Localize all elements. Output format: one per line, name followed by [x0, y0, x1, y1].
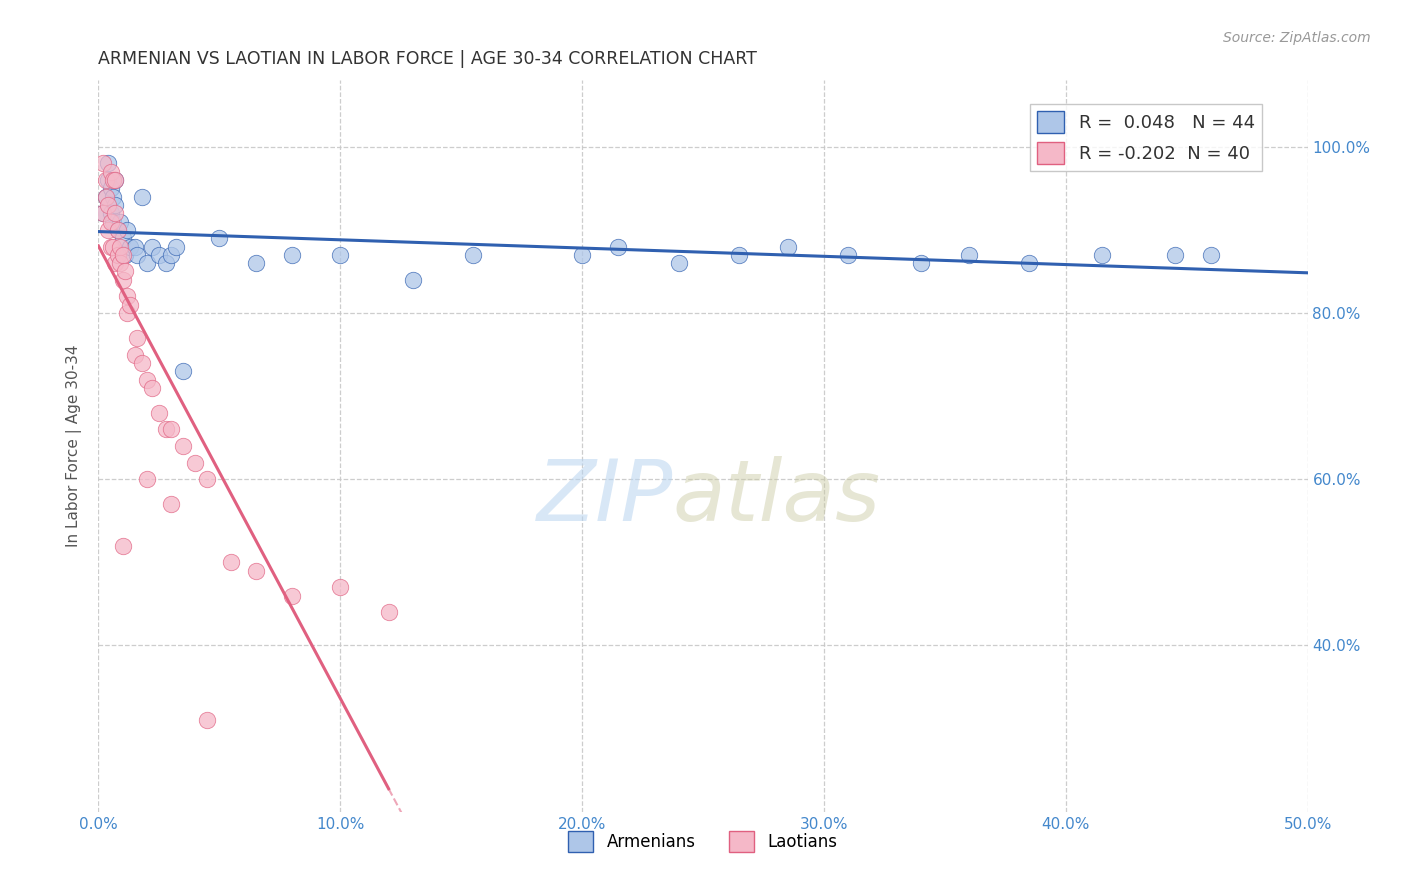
Point — [148, 406, 170, 420]
Point — [1163, 248, 1185, 262]
Point — [160, 497, 183, 511]
Point — [131, 356, 153, 370]
Point — [117, 289, 139, 303]
Point — [776, 239, 799, 253]
Point — [100, 214, 122, 228]
Point — [245, 256, 267, 270]
Text: Source: ZipAtlas.com: Source: ZipAtlas.com — [1223, 31, 1371, 45]
Point — [104, 198, 127, 212]
Y-axis label: In Labor Force | Age 30-34: In Labor Force | Age 30-34 — [66, 344, 83, 548]
Point — [94, 173, 117, 187]
Point — [402, 273, 425, 287]
Point — [957, 248, 980, 262]
Point — [463, 248, 485, 262]
Point — [135, 256, 157, 270]
Legend: Armenians, Laotians: Armenians, Laotians — [562, 824, 844, 858]
Point — [107, 248, 129, 262]
Point — [104, 256, 127, 270]
Point — [184, 456, 207, 470]
Point — [97, 223, 120, 237]
Point — [148, 248, 170, 262]
Point — [728, 248, 751, 262]
Point — [114, 264, 136, 278]
Point — [91, 206, 114, 220]
Point — [100, 239, 122, 253]
Point — [117, 223, 139, 237]
Point — [668, 256, 690, 270]
Point — [91, 206, 114, 220]
Point — [127, 331, 149, 345]
Point — [377, 605, 399, 619]
Point — [100, 206, 122, 220]
Point — [104, 173, 127, 187]
Point — [124, 239, 146, 253]
Point — [837, 248, 859, 262]
Point — [160, 248, 183, 262]
Point — [141, 381, 163, 395]
Point — [208, 231, 231, 245]
Point — [101, 189, 124, 203]
Point — [117, 306, 139, 320]
Point — [1018, 256, 1040, 270]
Point — [160, 422, 183, 436]
Point — [97, 156, 120, 170]
Point — [114, 248, 136, 262]
Point — [165, 239, 187, 253]
Point — [108, 256, 131, 270]
Point — [571, 248, 593, 262]
Point — [124, 348, 146, 362]
Point — [329, 248, 352, 262]
Text: ARMENIAN VS LAOTIAN IN LABOR FORCE | AGE 30-34 CORRELATION CHART: ARMENIAN VS LAOTIAN IN LABOR FORCE | AGE… — [98, 50, 758, 68]
Point — [104, 173, 127, 187]
Point — [172, 364, 194, 378]
Point — [607, 239, 630, 253]
Point — [101, 173, 124, 187]
Point — [329, 580, 352, 594]
Point — [127, 248, 149, 262]
Point — [100, 165, 122, 179]
Point — [135, 472, 157, 486]
Point — [107, 223, 129, 237]
Point — [245, 564, 267, 578]
Point — [104, 206, 127, 220]
Point — [111, 273, 134, 287]
Point — [195, 714, 218, 728]
Point — [118, 239, 141, 253]
Point — [97, 198, 120, 212]
Point — [281, 248, 304, 262]
Point — [1199, 248, 1222, 262]
Text: atlas: atlas — [673, 456, 880, 539]
Point — [94, 189, 117, 203]
Point — [141, 239, 163, 253]
Point — [111, 248, 134, 262]
Point — [155, 422, 177, 436]
Point — [108, 239, 131, 253]
Point — [910, 256, 932, 270]
Point — [195, 472, 218, 486]
Point — [101, 239, 124, 253]
Point — [97, 173, 120, 187]
Point — [111, 539, 134, 553]
Point — [94, 189, 117, 203]
Point — [172, 439, 194, 453]
Point — [281, 589, 304, 603]
Point — [100, 181, 122, 195]
Point — [108, 214, 131, 228]
Point — [221, 555, 243, 569]
Point — [1091, 248, 1114, 262]
Point — [131, 189, 153, 203]
Point — [107, 223, 129, 237]
Point — [155, 256, 177, 270]
Point — [111, 231, 134, 245]
Text: ZIP: ZIP — [537, 456, 673, 539]
Point — [91, 156, 114, 170]
Point — [101, 214, 124, 228]
Point — [118, 298, 141, 312]
Point — [135, 372, 157, 386]
